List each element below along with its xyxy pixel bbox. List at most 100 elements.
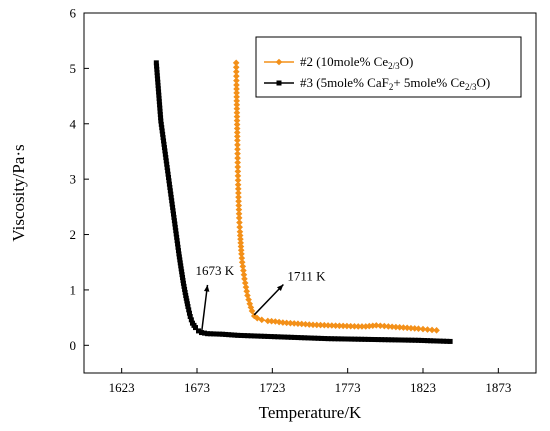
data-point (238, 254, 246, 262)
legend-subscript: 2/3 (465, 82, 477, 92)
data-point (428, 326, 436, 334)
data-point (232, 68, 240, 76)
data-point (161, 145, 167, 151)
data-point (242, 283, 250, 291)
data-point (379, 337, 385, 343)
data-point (174, 238, 180, 244)
data-point (268, 317, 275, 325)
data-point (158, 115, 164, 121)
data-point (157, 102, 163, 108)
data-point (237, 235, 244, 243)
data-point (246, 300, 254, 308)
data-point (235, 214, 243, 222)
legend-subscript: 2/3 (388, 61, 400, 71)
data-point (283, 319, 290, 327)
data-point (186, 307, 192, 313)
data-point (372, 337, 378, 343)
data-point (233, 97, 241, 105)
data-point (234, 133, 241, 140)
data-point (241, 275, 248, 283)
legend-item-2: #3 (5mole% CaF2+ 5mole% Ce2/3O) (264, 75, 490, 92)
data-point (168, 191, 174, 197)
data-point (437, 338, 443, 344)
data-point (234, 145, 241, 153)
data-point (166, 178, 172, 184)
data-point (183, 295, 189, 301)
data-point (175, 244, 181, 250)
data-point (411, 325, 419, 332)
data-point (415, 337, 421, 343)
data-point (234, 141, 241, 149)
data-point (236, 219, 243, 226)
data-point (312, 335, 318, 341)
data-point (282, 334, 288, 340)
data-point (158, 118, 164, 124)
data-point (243, 288, 251, 295)
data-point (336, 322, 343, 330)
data-point (208, 331, 214, 337)
annotation-arrow (253, 283, 284, 316)
data-point (175, 248, 181, 254)
data-point (407, 324, 415, 332)
data-point (424, 326, 431, 333)
y-tick-label: 6 (70, 6, 77, 21)
data-point (239, 263, 247, 270)
data-point (240, 267, 247, 274)
data-point (268, 334, 274, 340)
y-tick-label: 2 (70, 227, 77, 242)
data-point (241, 279, 249, 287)
data-point (179, 272, 185, 278)
data-point (169, 198, 175, 204)
legend-swatch-marker (275, 58, 283, 66)
data-point (431, 338, 437, 344)
legend: #2 (10mole% Ce2/3O) #3 (5mole% CaF2+ 5mol… (255, 36, 522, 98)
arrow-head (276, 284, 284, 292)
data-point (354, 323, 362, 330)
data-point (173, 228, 179, 234)
data-point (205, 331, 211, 337)
data-point (176, 251, 182, 257)
legend-swatch-marker (276, 80, 282, 86)
data-point (168, 194, 174, 200)
data-point (342, 336, 348, 342)
data-point (170, 211, 176, 217)
y-tick-label: 5 (70, 61, 77, 76)
y-tick-label: 3 (70, 172, 77, 187)
x-tick-label: 1673 (184, 380, 210, 395)
data-point (180, 275, 186, 281)
data-point (234, 176, 242, 184)
data-point (428, 338, 434, 344)
data-point (163, 155, 169, 161)
data-point (171, 218, 177, 224)
data-point (275, 318, 283, 326)
data-point (279, 319, 287, 326)
data-point (188, 317, 194, 323)
data-point (240, 271, 248, 278)
data-point (298, 320, 306, 328)
data-point (328, 336, 334, 342)
data-point (237, 246, 245, 254)
annotation-label: 1673 K (195, 263, 234, 278)
data-point (245, 333, 251, 339)
data-point (332, 336, 338, 342)
data-point (217, 331, 223, 337)
data-point (192, 325, 198, 331)
x-tick-label: 1773 (335, 380, 361, 395)
data-point (318, 335, 324, 341)
legend-label: #2 (10mole% Ce2/3O) (300, 54, 413, 71)
data-point (302, 320, 309, 328)
data-point (385, 323, 392, 330)
data-point (321, 321, 328, 329)
data-point (255, 333, 261, 339)
data-point (358, 323, 366, 330)
data-point (396, 324, 403, 331)
series-layer (153, 59, 453, 344)
y-axis-title: Viscosity/Pa·s (9, 144, 28, 241)
data-point (178, 263, 184, 269)
data-point (229, 332, 235, 338)
data-point (349, 336, 355, 342)
data-point (160, 131, 166, 137)
x-tick-label: 1873 (485, 380, 511, 395)
data-point (251, 333, 257, 339)
data-point (365, 322, 373, 330)
